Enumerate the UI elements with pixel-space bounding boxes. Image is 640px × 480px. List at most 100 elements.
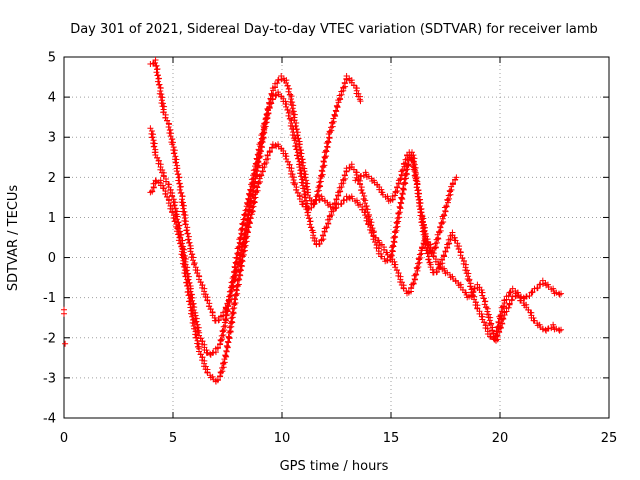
data-point: [357, 98, 364, 105]
data-point: [412, 271, 419, 278]
y-tick-label: -3: [43, 371, 56, 386]
data-point: [333, 102, 340, 109]
data-point: [228, 315, 235, 322]
data-point: [316, 240, 323, 247]
data-point: [429, 248, 436, 255]
data-point: [228, 323, 235, 330]
data-point: [505, 292, 512, 299]
data-point: [247, 186, 254, 193]
data-point: [180, 257, 187, 264]
data-point: [505, 304, 512, 311]
data-point: [155, 81, 162, 88]
data-point: [228, 318, 235, 325]
data-point: [226, 324, 233, 331]
data-point: [153, 178, 160, 185]
data-point: [308, 204, 315, 211]
data-point: [331, 199, 338, 206]
data-point: [231, 263, 238, 270]
data-point: [343, 193, 350, 200]
data-point: [542, 326, 549, 333]
data-point: [257, 139, 264, 146]
data-point: [495, 318, 502, 325]
data-point: [227, 328, 234, 335]
data-point: [534, 284, 541, 291]
data-point: [415, 187, 422, 194]
y-tick-label: 1: [48, 211, 56, 226]
data-point: [558, 326, 565, 333]
x-axis-label: GPS time / hours: [280, 459, 389, 474]
data-point: [397, 199, 404, 206]
data-point: [338, 200, 345, 207]
data-point: [388, 251, 395, 258]
tick-labels: 0 5 10 15 20 25 -4 -3 -2 -1 0 1 2 3 4 5: [43, 51, 617, 447]
data-point: [434, 268, 441, 275]
data-point: [179, 248, 186, 255]
data-point: [179, 251, 186, 258]
data-point: [440, 252, 447, 259]
data-point: [184, 282, 191, 289]
data-point: [231, 295, 238, 302]
data-point: [556, 327, 563, 334]
data-point: [518, 293, 524, 300]
data-point: [246, 190, 253, 197]
data-point: [245, 195, 252, 202]
data-point: [437, 223, 444, 230]
data-point: [399, 166, 406, 173]
data-points: [61, 57, 565, 385]
data-point: [225, 297, 232, 304]
data-point: [311, 200, 318, 207]
data-point: [266, 148, 273, 155]
data-point: [233, 286, 240, 293]
data-point: [493, 327, 500, 334]
data-point: [235, 275, 242, 282]
grid-lines: [64, 57, 609, 418]
data-point: [273, 92, 280, 99]
data-point: [214, 344, 221, 351]
data-point: [333, 196, 340, 203]
data-point: [181, 208, 188, 215]
y-tick-label: 5: [48, 51, 56, 66]
data-point: [274, 80, 281, 87]
data-point: [154, 66, 161, 73]
data-point: [176, 180, 183, 187]
data-point: [174, 165, 181, 172]
data-point: [397, 175, 404, 182]
data-point: [341, 79, 348, 86]
data-point: [204, 349, 211, 356]
data-point: [180, 205, 187, 212]
y-tick-label: 0: [48, 251, 56, 266]
data-point: [408, 284, 415, 291]
x-tick-label: 25: [601, 431, 618, 446]
x-tick-label: 15: [383, 431, 400, 446]
data-point: [180, 254, 187, 261]
data-point: [449, 180, 456, 187]
data-point: [253, 183, 260, 190]
data-point: [182, 273, 189, 280]
data-point: [177, 190, 184, 197]
data-point: [229, 314, 236, 321]
data-point: [217, 372, 224, 379]
data-point: [179, 193, 186, 200]
data-point: [149, 187, 156, 194]
data-point: [453, 174, 460, 181]
data-point: [179, 245, 186, 252]
x-tick-label: 10: [274, 431, 291, 446]
data-point: [389, 242, 396, 249]
data-point: [153, 63, 160, 70]
data-point: [223, 306, 230, 313]
data-point: [443, 202, 450, 209]
data-point: [529, 288, 536, 295]
data-point: [182, 264, 189, 271]
data-point: [223, 347, 230, 354]
data-point: [233, 254, 240, 261]
data-point: [181, 261, 188, 268]
data-point: [508, 296, 515, 303]
data-point: [229, 305, 236, 312]
data-point: [322, 147, 329, 154]
data-point: [269, 141, 276, 148]
y-tick-label: 2: [48, 171, 56, 186]
plot-frame: [63, 56, 610, 419]
data-point: [487, 333, 494, 340]
data-point: [237, 234, 244, 241]
